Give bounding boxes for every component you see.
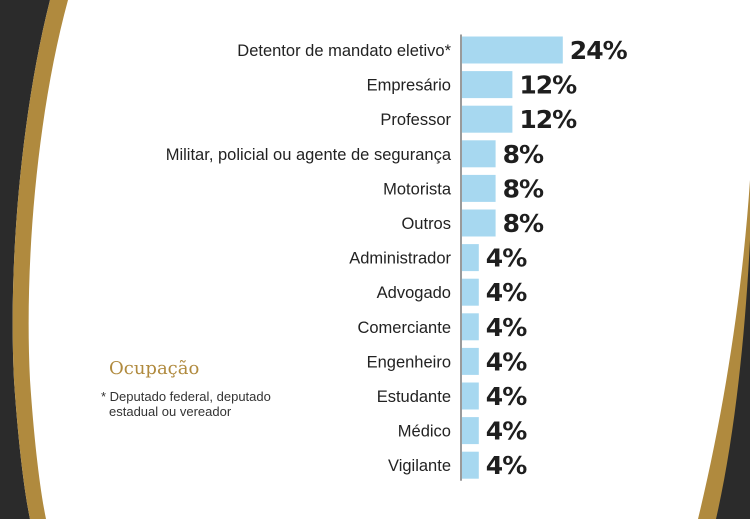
value-label: 4% — [486, 278, 527, 307]
category-label: Militar, policial ou agente de segurança — [166, 146, 452, 164]
value-label: 4% — [486, 313, 527, 342]
value-label: 4% — [486, 382, 527, 411]
value-label: 4% — [486, 451, 527, 480]
decorative-right-swoosh — [698, 180, 750, 519]
category-label: Advogado — [377, 284, 451, 302]
category-label: Comerciante — [357, 319, 451, 337]
value-label: 24% — [570, 36, 628, 65]
bar — [462, 71, 513, 99]
value-label: 4% — [486, 417, 527, 446]
category-label: Vigilante — [388, 457, 451, 475]
legend-title: Ocupação — [109, 358, 200, 379]
category-label: Médico — [398, 423, 451, 441]
category-label: Motorista — [383, 180, 452, 198]
bar — [462, 382, 479, 410]
value-label: 12% — [519, 71, 577, 100]
bar — [462, 36, 563, 64]
footnote-line-2: estadual ou vereador — [109, 404, 232, 419]
category-label: Engenheiro — [367, 353, 451, 371]
bar — [462, 209, 496, 237]
bar — [462, 313, 479, 341]
category-label: Detentor de mandato eletivo* — [237, 42, 451, 60]
bar — [462, 105, 513, 133]
bar — [462, 347, 479, 375]
value-label: 8% — [503, 209, 544, 238]
value-label: 12% — [519, 105, 577, 134]
category-label: Empresário — [367, 77, 451, 95]
category-label: Professor — [380, 111, 451, 129]
category-label: Administrador — [349, 250, 451, 268]
bar — [462, 278, 479, 306]
category-label: Estudante — [377, 388, 451, 406]
value-label: 8% — [503, 140, 544, 169]
bar — [462, 174, 496, 202]
decorative-left-swoosh — [0, 0, 68, 519]
footnote-line-1: * Deputado federal, deputado — [101, 389, 271, 404]
footnote: * Deputado federal, deputado estadual ou… — [101, 389, 301, 419]
value-label: 8% — [503, 174, 544, 203]
value-label: 4% — [486, 347, 527, 376]
bar — [462, 244, 479, 272]
value-label: 4% — [486, 244, 527, 273]
bar — [462, 140, 496, 168]
bar — [462, 451, 479, 479]
category-label: Outros — [401, 215, 451, 233]
bar — [462, 417, 479, 445]
